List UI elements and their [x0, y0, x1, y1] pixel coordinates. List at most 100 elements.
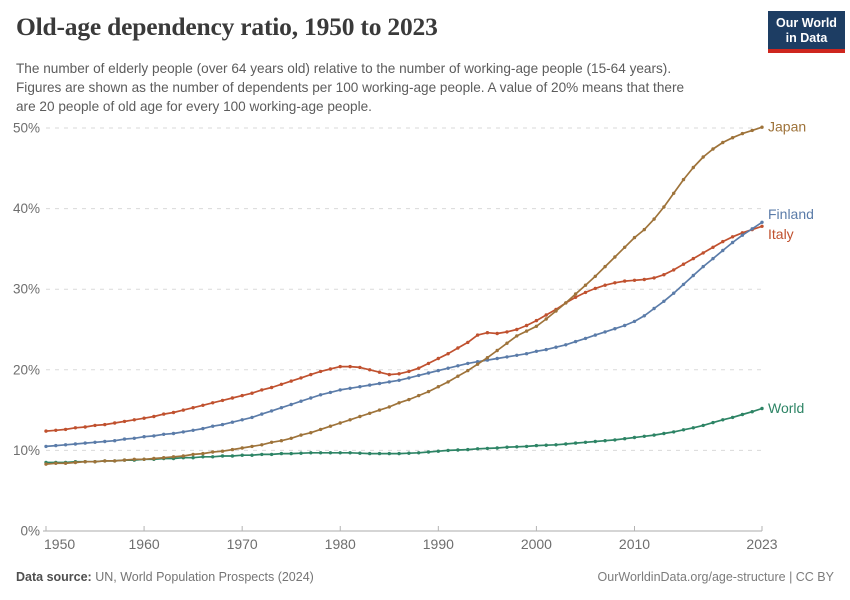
data-point-world-1986 — [397, 451, 401, 456]
data-point-japan-1995 — [485, 356, 490, 360]
data-point-italy-1957 — [113, 421, 117, 425]
data-point-world-2010 — [632, 435, 637, 440]
data-point-world-2003 — [564, 442, 568, 446]
data-point-finland-1954 — [83, 441, 87, 445]
data-point-japan-1981 — [348, 418, 352, 422]
data-point-finland-2004 — [573, 339, 578, 344]
data-point-world-2006 — [593, 439, 597, 444]
data-point-finland-2013 — [662, 299, 666, 303]
data-point-japan-1978 — [318, 427, 323, 432]
series-line-japan[interactable] — [45, 126, 763, 465]
data-point-finland-1974 — [279, 406, 284, 410]
data-point-japan-1987 — [407, 397, 411, 402]
data-point-italy-1980 — [338, 364, 342, 369]
data-point-japan-1992 — [456, 374, 460, 378]
data-point-world-2023 — [760, 406, 764, 411]
series-label-italy[interactable]: Italy — [768, 226, 794, 242]
data-point-italy-2006 — [593, 286, 597, 291]
data-point-world-1977 — [309, 451, 313, 455]
data-point-world-2016 — [691, 426, 695, 430]
series-label-japan[interactable]: Japan — [768, 119, 806, 135]
data-point-finland-1999 — [524, 352, 529, 356]
data-point-japan-1971 — [250, 444, 254, 449]
data-point-japan-2003 — [564, 301, 568, 305]
data-point-world-1988 — [417, 451, 421, 455]
data-point-finland-1979 — [328, 390, 333, 395]
data-point-japan-1955 — [93, 460, 97, 464]
data-point-japan-2018 — [711, 147, 715, 151]
data-point-italy-1952 — [63, 427, 68, 432]
data-point-italy-2013 — [662, 273, 666, 277]
data-point-world-2018 — [711, 420, 715, 425]
data-point-finland-1950 — [44, 444, 48, 449]
data-point-italy-2007 — [603, 283, 607, 287]
data-point-finland-1961 — [152, 434, 156, 438]
data-source-note: Data source: UN, World Population Prospe… — [16, 570, 314, 584]
data-point-finland-2007 — [603, 330, 607, 334]
data-point-finland-1966 — [201, 426, 205, 431]
data-point-world-1975 — [289, 451, 293, 456]
data-point-world-2012 — [652, 433, 656, 437]
y-axis-tick-label-10: 10% — [13, 443, 40, 458]
x-axis-tick-label-1980: 1980 — [325, 536, 356, 552]
data-point-finland-2011 — [642, 314, 646, 318]
data-point-italy-2004 — [573, 295, 578, 299]
data-point-world-1987 — [407, 451, 411, 455]
data-point-world-1976 — [299, 451, 303, 455]
data-point-world-1978 — [318, 451, 323, 455]
data-point-japan-1968 — [220, 449, 225, 453]
data-point-finland-1976 — [299, 399, 303, 403]
data-point-italy-2005 — [583, 290, 588, 295]
data-point-italy-1964 — [181, 408, 185, 412]
series-label-world[interactable]: World — [768, 400, 804, 416]
data-point-italy-2009 — [623, 279, 627, 283]
data-point-japan-1960 — [142, 457, 146, 461]
data-point-japan-1970 — [240, 446, 244, 450]
owid-logo[interactable]: Our World in Data — [768, 11, 845, 53]
data-point-japan-1962 — [162, 456, 166, 460]
data-point-finland-1984 — [377, 381, 382, 386]
data-point-italy-1984 — [377, 370, 382, 374]
data-point-italy-1970 — [240, 393, 244, 398]
data-point-japan-1964 — [181, 454, 185, 458]
data-point-finland-1951 — [54, 443, 58, 448]
data-point-italy-1993 — [466, 340, 470, 345]
data-point-japan-2008 — [613, 255, 617, 259]
data-point-italy-1977 — [309, 372, 313, 377]
data-point-world-1984 — [377, 451, 382, 456]
data-point-italy-1954 — [83, 425, 87, 429]
series-japan[interactable] — [44, 125, 764, 466]
owid-credit-link[interactable]: OurWorldinData.org/age-structure | CC BY — [597, 570, 834, 584]
data-point-world-1966 — [201, 455, 205, 459]
series-finland[interactable] — [44, 220, 764, 449]
data-point-finland-1956 — [103, 439, 107, 444]
series-line-finland[interactable] — [45, 221, 763, 448]
data-point-world-2000 — [534, 443, 539, 448]
data-point-italy-1989 — [426, 361, 431, 366]
data-point-japan-2006 — [593, 274, 597, 278]
data-point-world-1979 — [328, 451, 333, 455]
data-point-finland-1967 — [211, 424, 215, 428]
data-point-italy-1979 — [328, 367, 333, 371]
data-point-world-2009 — [623, 437, 627, 441]
data-point-world-2015 — [681, 428, 686, 432]
data-point-world-1992 — [456, 448, 460, 452]
data-point-world-1980 — [338, 451, 342, 455]
series-label-finland[interactable]: Finland — [768, 206, 814, 222]
data-point-finland-1986 — [397, 378, 401, 382]
data-point-world-1970 — [240, 453, 244, 457]
data-point-world-2014 — [672, 430, 676, 434]
data-point-finland-1994 — [475, 360, 480, 364]
data-point-japan-1975 — [289, 436, 293, 440]
data-point-finland-2001 — [544, 347, 548, 352]
data-point-japan-2005 — [583, 283, 588, 287]
data-point-italy-1969 — [230, 396, 235, 400]
data-point-finland-1998 — [515, 353, 519, 357]
data-point-italy-1966 — [201, 403, 205, 407]
data-point-italy-1982 — [358, 365, 362, 370]
data-point-italy-1971 — [250, 391, 254, 395]
data-point-italy-1998 — [515, 327, 519, 332]
data-point-japan-2011 — [642, 227, 646, 232]
data-point-italy-1958 — [122, 419, 127, 424]
